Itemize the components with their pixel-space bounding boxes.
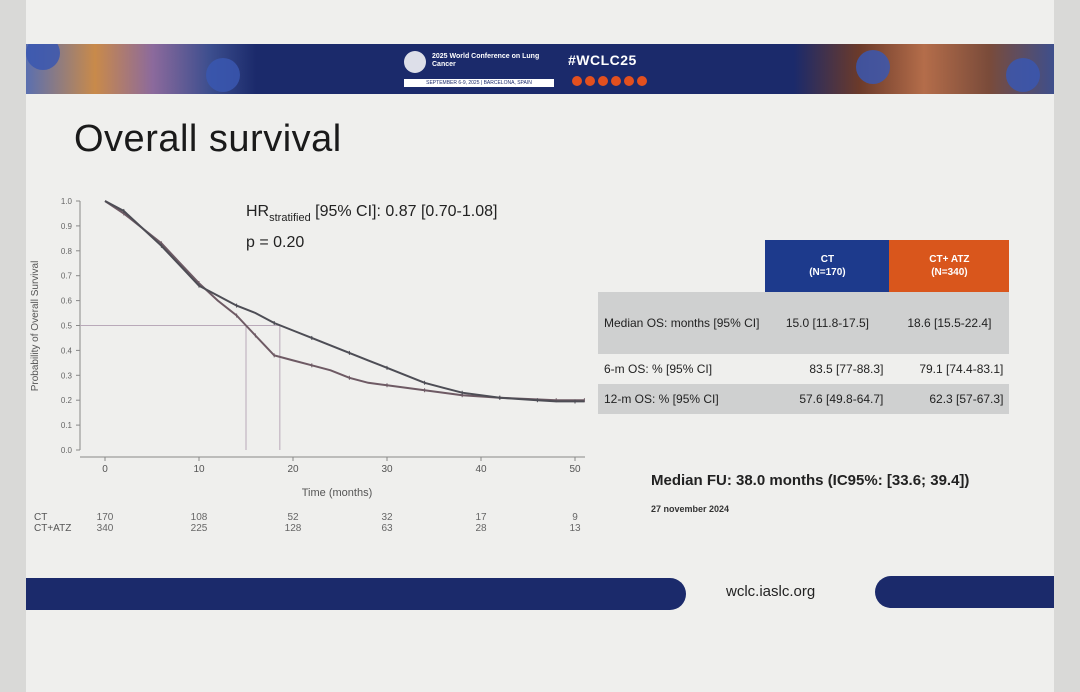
hr-subscript: stratified xyxy=(269,212,311,224)
hr-label: HR xyxy=(246,203,269,220)
social-icons xyxy=(572,73,650,86)
row-label: Median OS: months [95% CI] xyxy=(598,292,766,354)
slide-title: Overall survival xyxy=(74,118,342,160)
risk-count: 63 xyxy=(381,523,393,534)
hexagon-decoration xyxy=(1006,58,1040,92)
hr-annotation: HRstratified [95% CI]: 0.87 [0.70-1.08] xyxy=(246,203,497,224)
km-chart: 0.0 0.1 0.2 0.3 0.4 0.5 0.6 0.7 0.8 0.9 1.0 0 10 20 30… xyxy=(30,197,585,534)
risk-row-label: CT+ATZ xyxy=(34,523,71,534)
y-tick-label: 1.0 xyxy=(61,197,73,206)
p-value: p = 0.20 xyxy=(246,234,304,251)
x-axis-label: Time (months) xyxy=(302,487,373,499)
row-value-atz: 62.3 [57-67.3] xyxy=(889,384,1010,414)
hexagon-decoration xyxy=(856,50,890,84)
instagram-icon[interactable] xyxy=(611,76,621,86)
row-value-ct: 83.5 [77-88.3] xyxy=(765,354,890,384)
y-tick-label: 0.8 xyxy=(61,247,73,256)
youtube-icon[interactable] xyxy=(624,76,634,86)
risk-row-label: CT xyxy=(34,512,47,523)
row-label: 12-m OS: % [95% CI] xyxy=(598,384,766,414)
y-tick-label: 0.9 xyxy=(61,222,73,231)
y-axis-label: Probability of Overall Survival xyxy=(30,261,41,392)
y-tick-label: 0.0 xyxy=(61,446,73,455)
risk-count: 9 xyxy=(572,512,578,523)
row-label: 6-m OS: % [95% CI] xyxy=(598,354,766,384)
y-tick-label: 0.3 xyxy=(61,371,73,380)
header-ct: CT (N=170) xyxy=(765,240,890,292)
os-results-table: CT (N=170) CT+ ATZ (N=340) Median OS: mont… xyxy=(598,240,1010,414)
hr-value: [95% CI]: 0.87 [0.70-1.08] xyxy=(311,203,498,220)
median-guides xyxy=(80,325,281,450)
table-row: 6-m OS: % [95% CI] 83.5 [77-88.3] 79.1 [… xyxy=(598,354,1010,384)
risk-count: 108 xyxy=(191,512,208,523)
risk-count: 225 xyxy=(191,523,208,534)
x-tick-label: 20 xyxy=(287,464,299,475)
header-ct-name: CT xyxy=(820,254,835,265)
row-value-atz: 79.1 [74.4-83.1] xyxy=(889,354,1010,384)
header-atz-n: (N=340) xyxy=(931,267,968,278)
conference-banner xyxy=(26,44,1054,94)
x-tick-label: 30 xyxy=(381,464,393,475)
footer-bar-left xyxy=(26,578,686,610)
hashtag: #WCLC25 xyxy=(568,52,637,68)
iaslc-logo-icon xyxy=(404,51,426,73)
risk-table: CT 170 108 52 32 17 9 CT+ATZ 340 225 128 63 28 13 xyxy=(34,512,581,534)
risk-count: 13 xyxy=(569,523,581,534)
risk-count: 17 xyxy=(475,512,487,523)
risk-count: 170 xyxy=(97,512,114,523)
y-tick-label: 0.1 xyxy=(61,421,73,430)
row-value-ct: 57.6 [49.8-64.7] xyxy=(765,384,890,414)
flickr-icon[interactable] xyxy=(637,76,647,86)
x-tick-label: 50 xyxy=(569,464,581,475)
facebook-icon[interactable] xyxy=(572,76,582,86)
row-value-atz: 18.6 [15.5-22.4] xyxy=(889,292,1010,354)
y-tick-label: 0.4 xyxy=(61,346,73,355)
risk-count: 340 xyxy=(97,523,114,534)
table-row: 12-m OS: % [95% CI] 57.6 [49.8-64.7] 62.… xyxy=(598,384,1010,414)
hexagon-decoration xyxy=(26,44,60,70)
km-curves xyxy=(104,200,585,404)
km-curve-1 xyxy=(104,200,585,402)
header-ct-atz: CT+ ATZ (N=340) xyxy=(889,240,1010,292)
risk-count: 32 xyxy=(381,512,393,523)
conference-name: 2025 World Conference on Lung Cancer xyxy=(432,53,540,68)
footer-url[interactable]: wclc.iaslc.org xyxy=(726,583,816,600)
x-tick-label: 10 xyxy=(193,464,205,475)
axis-ticks: 0.0 0.1 0.2 0.3 0.4 0.5 0.6 0.7 0.8 0.9 1.0 0 10 20 30… xyxy=(61,197,581,475)
slide-date: 27 november 2024 xyxy=(651,504,730,514)
footer-bar-right xyxy=(875,576,1054,608)
hexagon-decoration xyxy=(206,58,240,92)
km-curve-2 xyxy=(104,200,585,403)
header-ct-n: (N=170) xyxy=(809,267,846,278)
header-atz-name: CT+ ATZ xyxy=(929,254,970,265)
y-tick-label: 0.2 xyxy=(61,396,73,405)
conference-dates: SEPTEMBER 6-9, 2025 | BARCELONA, SPAIN xyxy=(404,79,554,87)
risk-count: 28 xyxy=(475,523,487,534)
x-tick-label: 40 xyxy=(475,464,487,475)
linkedin-icon[interactable] xyxy=(585,76,595,86)
risk-count: 128 xyxy=(285,523,302,534)
median-follow-up: Median FU: 38.0 months (IC95%: [33.6; 39… xyxy=(651,472,970,489)
table-row: Median OS: months [95% CI] 15.0 [11.8-17… xyxy=(598,292,1010,354)
y-tick-label: 0.6 xyxy=(61,297,73,306)
x-tick-label: 0 xyxy=(102,464,108,475)
row-value-ct: 15.0 [11.8-17.5] xyxy=(765,292,890,354)
y-tick-label: 0.5 xyxy=(61,322,73,331)
risk-count: 52 xyxy=(287,512,299,523)
y-tick-label: 0.7 xyxy=(61,272,73,281)
x-icon[interactable] xyxy=(598,76,608,86)
